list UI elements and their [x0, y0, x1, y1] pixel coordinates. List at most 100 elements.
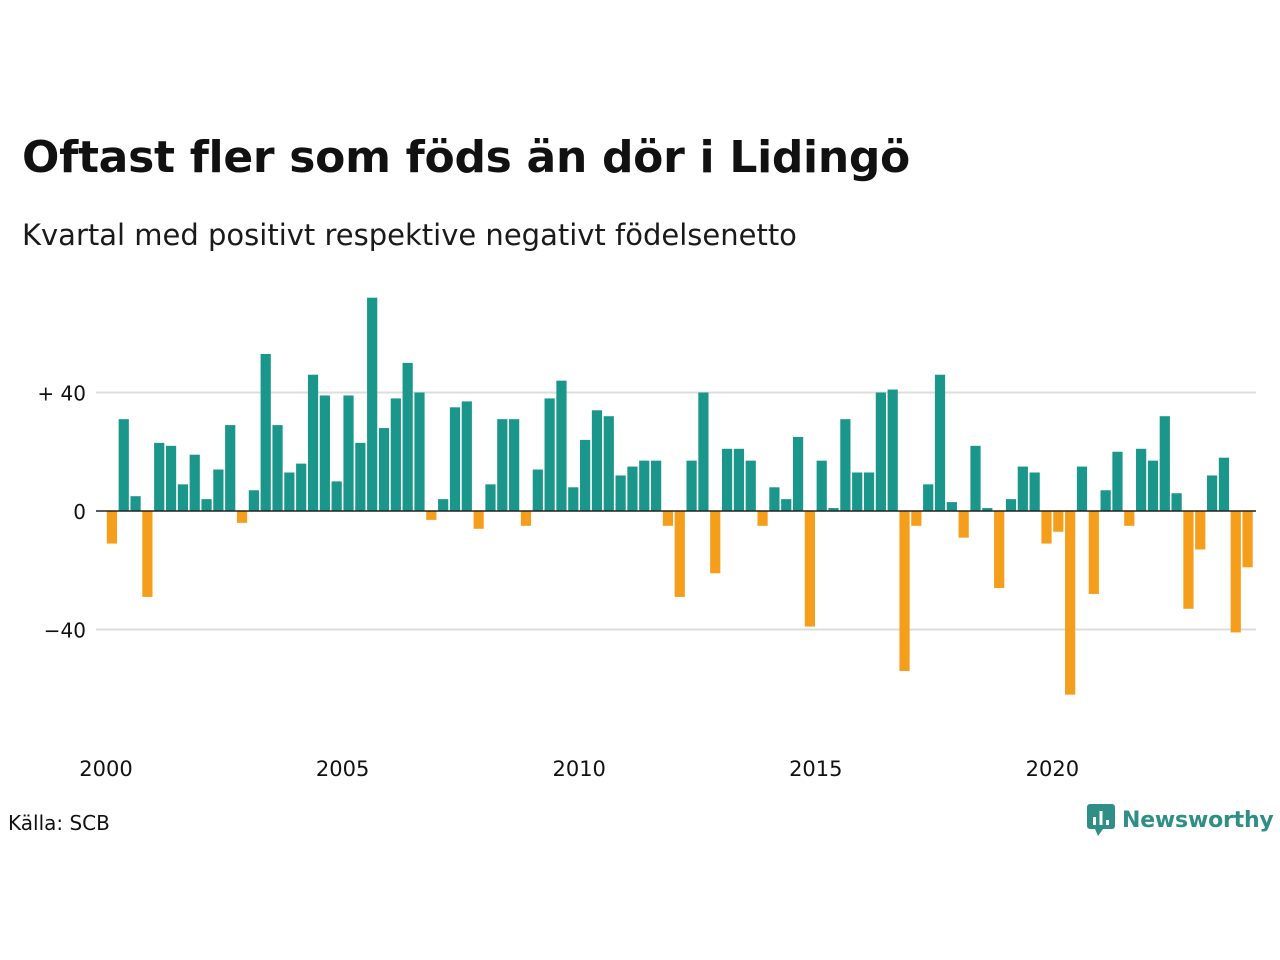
bar-negative [520, 511, 532, 526]
chart-title: Oftast fler som föds än dör i Lidingö [22, 132, 910, 183]
bar-positive [970, 445, 981, 511]
bar-negative [757, 511, 768, 526]
bar-positive [769, 487, 780, 511]
bar-positive [189, 454, 200, 511]
bar-negative [142, 511, 153, 597]
bar-positive [284, 472, 295, 511]
bar-positive [532, 469, 543, 511]
bar-positive [698, 392, 709, 511]
bar-positive [544, 398, 555, 512]
bar-positive [461, 401, 472, 511]
x-tick-label: 2000 [79, 757, 132, 781]
bar-positive [875, 392, 886, 511]
bar-positive [792, 436, 804, 511]
bar-positive [686, 460, 697, 511]
bar-negative [804, 511, 815, 627]
bar-positive [651, 460, 662, 511]
bar-positive [1147, 460, 1159, 511]
bar-positive [225, 425, 236, 511]
bar-positive [1159, 416, 1170, 511]
chart-subtitle: Kvartal med positivt respektive negativt… [22, 218, 797, 252]
bar-positive [946, 502, 957, 511]
bar-positive [639, 460, 650, 511]
bar-negative [106, 511, 118, 544]
bar-negative [1065, 511, 1076, 695]
bar-positive [485, 484, 496, 511]
bar-positive [615, 475, 626, 511]
bar-positive [1136, 448, 1147, 511]
bar-negative [674, 511, 685, 597]
bar-positive [1076, 466, 1088, 511]
bar-negative [1242, 511, 1253, 568]
bar-positive [438, 499, 449, 511]
bar-positive [1171, 493, 1182, 511]
bar-positive [1029, 472, 1040, 511]
bar-negative [1230, 511, 1241, 633]
brand-logo: Newsworthy [1086, 802, 1274, 838]
bar-positive [272, 425, 283, 511]
bar-negative [1195, 511, 1206, 550]
bar-positive [331, 481, 342, 512]
bar-positive [355, 442, 366, 511]
x-tick-label: 2005 [316, 757, 369, 781]
bar-positive [840, 419, 851, 511]
bar-positive [1218, 457, 1230, 511]
bar-positive [118, 419, 129, 511]
source-note: Källa: SCB [8, 811, 110, 835]
bar-chart: + 40 0 −40 2000 2005 2010 2015 2020 [37, 297, 1256, 781]
bar-negative [958, 511, 969, 538]
bar-positive [154, 442, 165, 511]
bar-positive [591, 410, 603, 511]
y-axis-ticks: + 40 0 −40 [37, 382, 86, 643]
bar-positive [390, 398, 401, 512]
bar-positive [603, 416, 614, 511]
bar-positive [449, 407, 461, 511]
bar-positive [580, 439, 591, 511]
bar-positive [509, 419, 520, 511]
bar-positive [934, 374, 946, 512]
bar-positive [307, 374, 319, 512]
bar-positive [816, 460, 827, 511]
bar-positive [923, 484, 934, 511]
bar-positive [887, 389, 898, 511]
bar-positive [745, 460, 756, 511]
bar-positive [568, 487, 579, 511]
bar-positive [1017, 466, 1028, 511]
bar-positive [177, 484, 188, 511]
bar-positive [130, 496, 141, 511]
bar-negative [473, 511, 484, 529]
x-tick-label: 2010 [552, 757, 605, 781]
x-tick-label: 2015 [789, 757, 842, 781]
bar-positive [367, 297, 378, 511]
bar-positive [852, 472, 863, 511]
bar-negative [1041, 511, 1052, 544]
bar-positive [402, 362, 413, 512]
bar-positive [863, 472, 875, 511]
bar-negative [1088, 511, 1099, 594]
bar-positive [165, 445, 177, 511]
bar-negative [994, 511, 1005, 589]
x-tick-label: 2020 [1026, 757, 1079, 781]
y-tick-label: −40 [44, 619, 86, 643]
bar-positive [201, 499, 212, 511]
bar-negative [426, 511, 437, 520]
bar-positive [248, 490, 259, 511]
x-axis-ticks: 2000 2005 2010 2015 2020 [79, 757, 1079, 781]
bar-positive [828, 508, 839, 511]
bar-positive [319, 395, 330, 511]
bars [106, 297, 1253, 695]
bar-positive [497, 419, 508, 511]
bar-positive [556, 380, 567, 511]
bar-negative [1053, 511, 1064, 532]
bar-positive [1100, 490, 1111, 511]
bar-positive [343, 395, 354, 511]
bar-negative [1124, 511, 1135, 526]
newsworthy-logo-icon [1087, 804, 1115, 836]
bar-positive [414, 392, 425, 511]
bar-negative [899, 511, 910, 671]
bar-negative [1183, 511, 1194, 609]
bar-positive [627, 466, 638, 511]
bar-positive [1005, 499, 1017, 511]
y-tick-label: 0 [73, 500, 86, 524]
bar-positive [296, 463, 307, 511]
